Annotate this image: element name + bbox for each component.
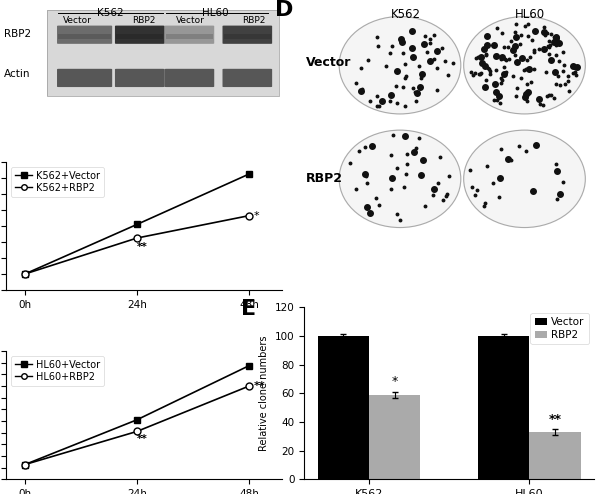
Bar xyxy=(47,10,279,96)
Text: K562: K562 xyxy=(97,8,124,18)
Circle shape xyxy=(339,130,461,228)
FancyBboxPatch shape xyxy=(57,26,112,44)
Circle shape xyxy=(464,16,586,114)
FancyBboxPatch shape xyxy=(223,69,272,87)
FancyBboxPatch shape xyxy=(57,69,112,87)
Text: RBP2: RBP2 xyxy=(132,15,155,25)
Text: RBP2: RBP2 xyxy=(306,172,343,185)
FancyBboxPatch shape xyxy=(115,69,164,87)
Bar xyxy=(166,34,213,39)
Bar xyxy=(116,34,163,39)
Bar xyxy=(58,34,111,39)
Bar xyxy=(529,432,581,479)
Text: Vector: Vector xyxy=(63,15,92,25)
Bar xyxy=(224,34,271,39)
Legend: Vector, RBP2: Vector, RBP2 xyxy=(530,313,589,344)
Text: E: E xyxy=(241,299,256,319)
Text: RBP2: RBP2 xyxy=(242,15,266,25)
Text: Actin: Actin xyxy=(4,69,31,79)
Text: **: ** xyxy=(254,381,266,391)
Text: **: ** xyxy=(137,242,148,252)
Bar xyxy=(317,336,369,479)
Bar xyxy=(369,395,421,479)
Legend: HL60+Vector, HL60+RBP2: HL60+Vector, HL60+RBP2 xyxy=(11,356,104,386)
Y-axis label: Relative clone numbers: Relative clone numbers xyxy=(259,335,269,451)
Text: K562: K562 xyxy=(391,8,421,21)
FancyBboxPatch shape xyxy=(223,26,272,44)
FancyBboxPatch shape xyxy=(164,69,214,87)
Text: *: * xyxy=(254,210,259,221)
Bar xyxy=(47,10,279,96)
Text: HL60: HL60 xyxy=(202,8,229,18)
Text: RBP2: RBP2 xyxy=(4,29,31,39)
Circle shape xyxy=(464,130,586,228)
Text: **: ** xyxy=(548,412,562,425)
Circle shape xyxy=(339,16,461,114)
Text: *: * xyxy=(392,375,398,388)
Bar xyxy=(478,336,529,479)
Text: Vector: Vector xyxy=(176,15,205,25)
Text: HL60: HL60 xyxy=(515,8,545,21)
Text: Vector: Vector xyxy=(306,56,351,69)
FancyBboxPatch shape xyxy=(164,26,214,44)
Legend: K562+Vector, K562+RBP2: K562+Vector, K562+RBP2 xyxy=(11,167,104,197)
Text: **: ** xyxy=(137,434,148,445)
Text: D: D xyxy=(275,0,294,20)
FancyBboxPatch shape xyxy=(115,26,164,44)
